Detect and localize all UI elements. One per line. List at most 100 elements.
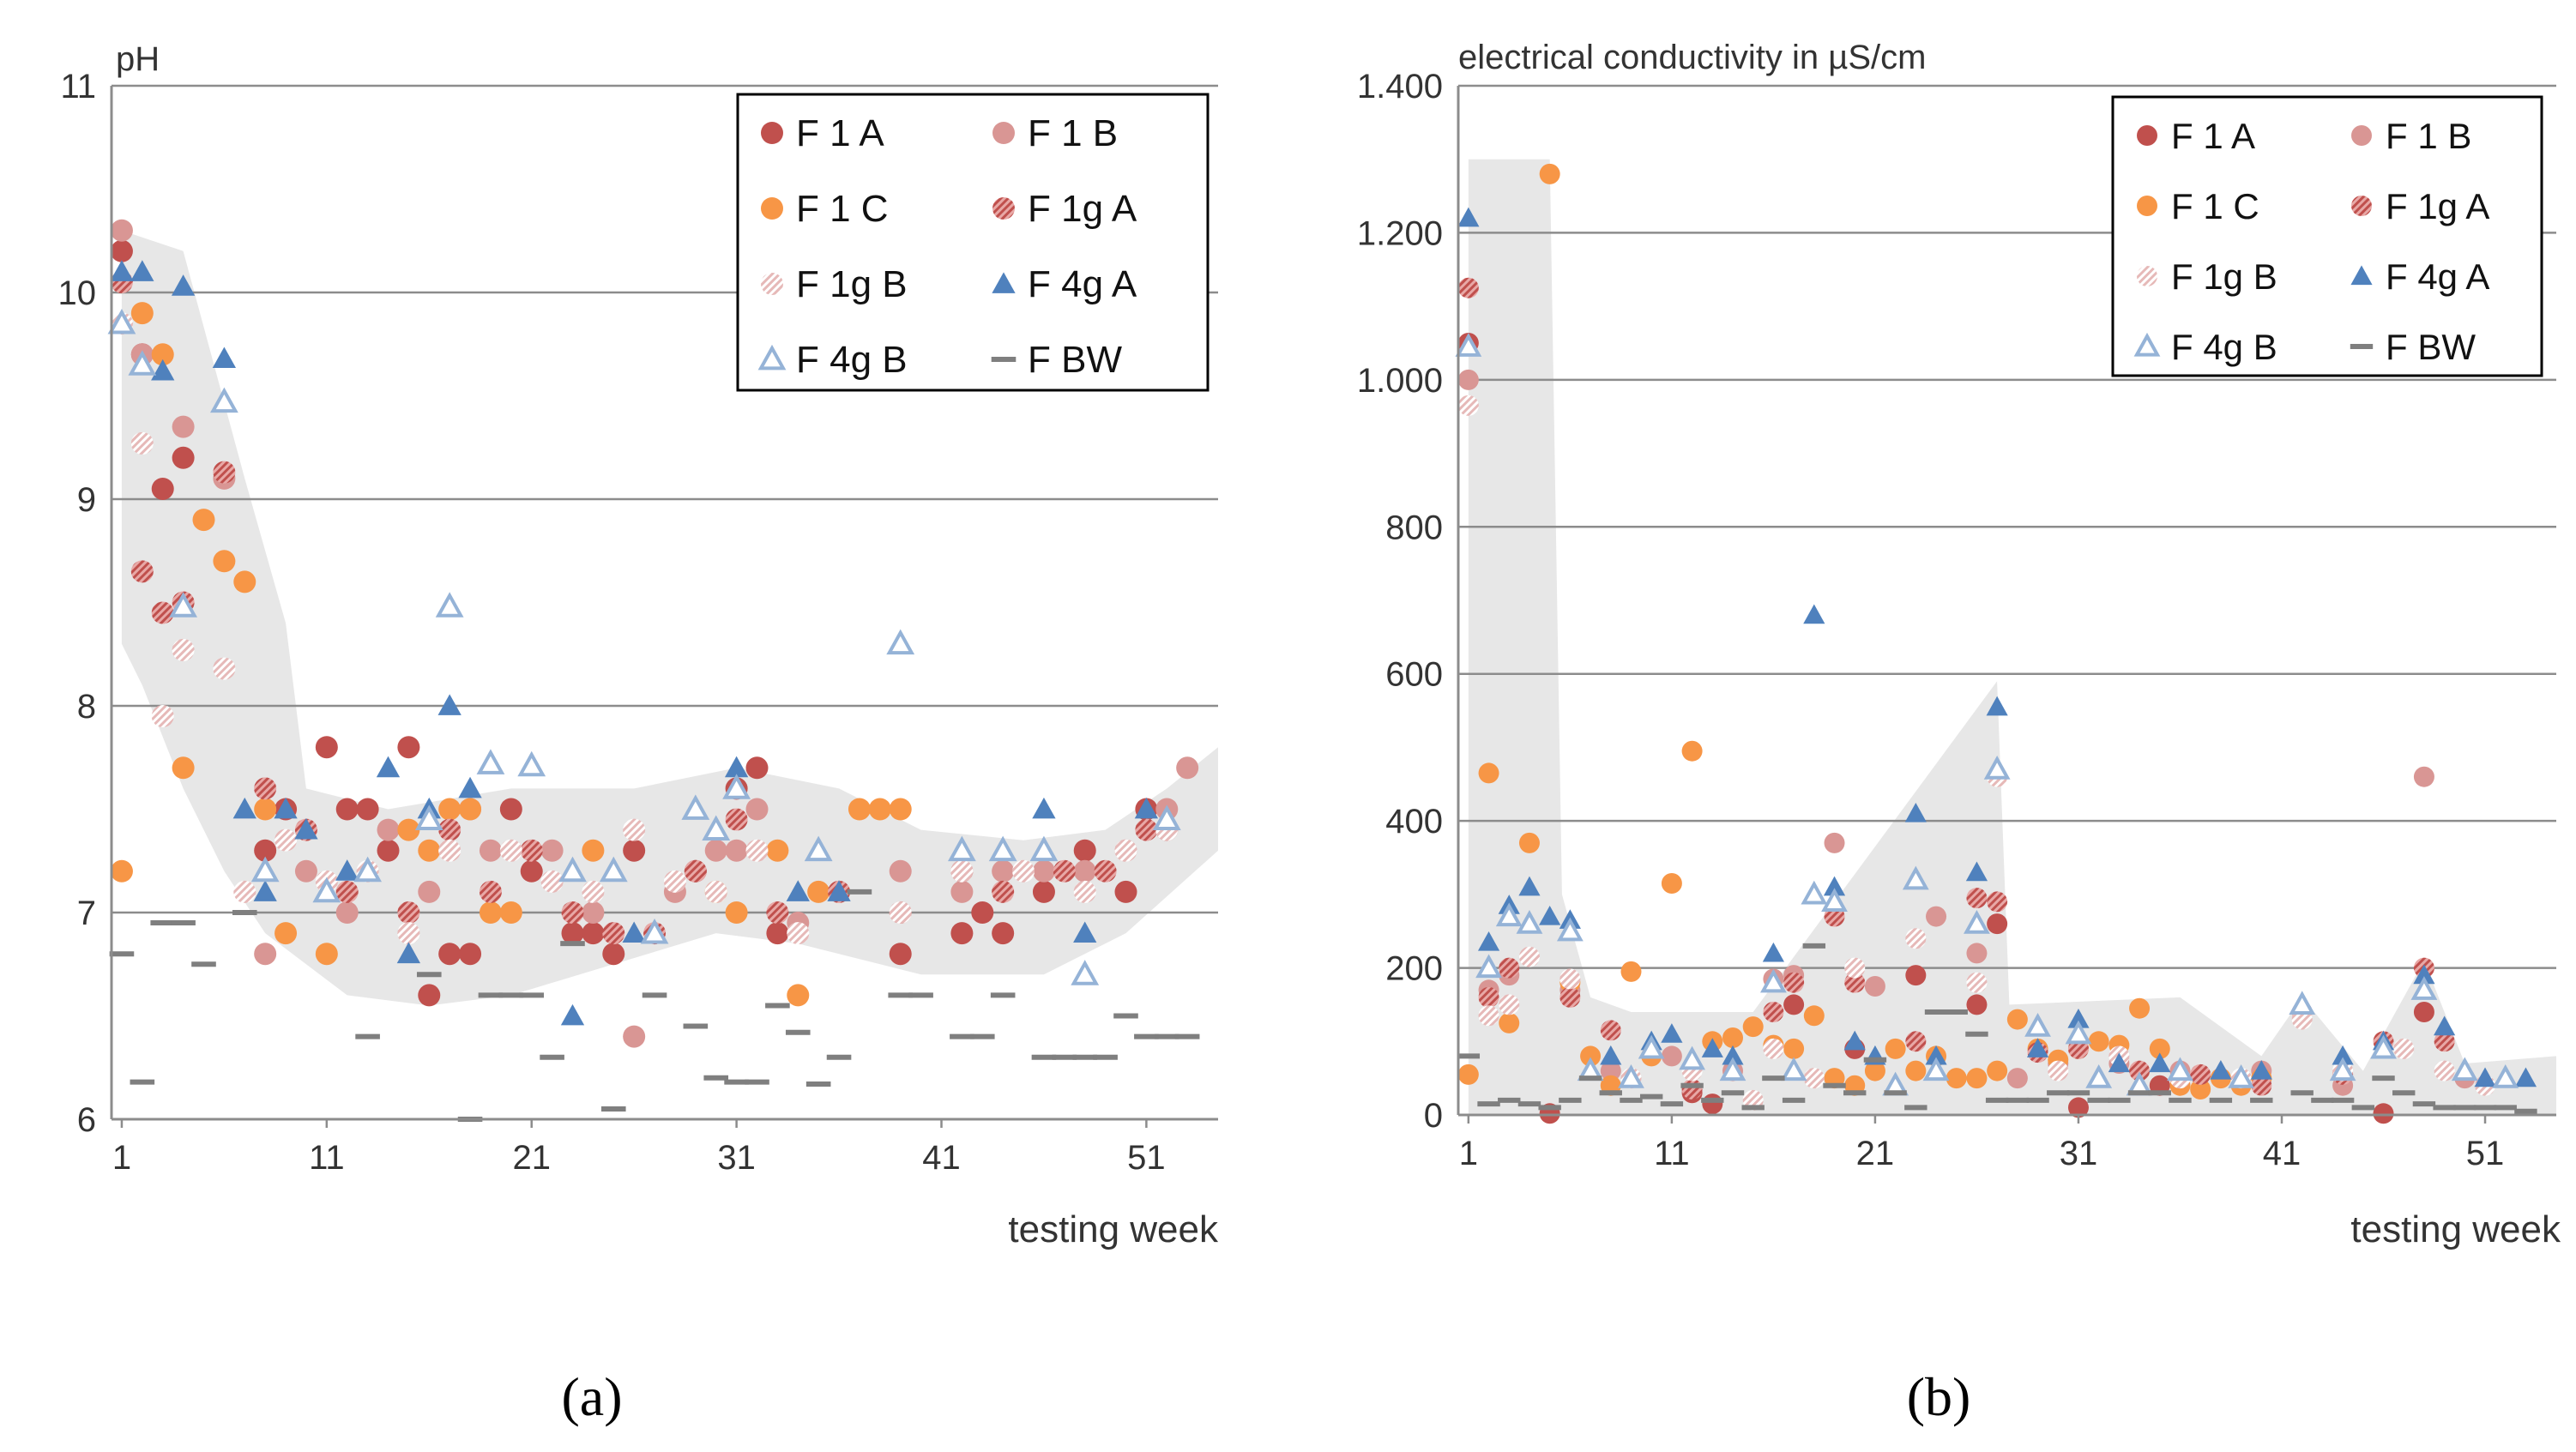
x-tick-label: 21 [512,1139,551,1177]
f-4g-b-point [1029,835,1059,862]
f-1g-b-point [274,828,298,852]
f-4g-a-point [2067,1008,2090,1028]
legend-marker [2137,125,2157,146]
f-1-a-point [110,239,133,262]
f-1g-a-point [2190,1063,2211,1085]
legend: F 1 A F 1 B F 1 C F 1g A F 1g B F 4g A F 4g B F… [2111,95,2543,377]
f-1g-a-point [213,461,236,484]
range-band [121,230,1218,1006]
f-1-b-point [377,818,400,841]
f-1g-b-point [1966,972,1988,993]
f-1g-a-point [684,859,707,883]
f-1-c-point [1661,873,1682,894]
f-1-c-point [2006,1009,2028,1030]
f-1-a-point [1966,994,1988,1015]
f-1-a-point [766,922,789,945]
f-4g-b-point [2228,1064,2254,1088]
f-4g-a-point [1701,1038,1723,1057]
f-1g-b-point [397,922,420,945]
f-1-c-point [233,570,256,593]
f-4g-b-point [128,350,157,376]
f-1g-b-point [2434,1060,2455,1081]
f-4g-b-point [2065,1020,2092,1045]
f-4g-a-point [1823,876,1846,896]
f-1-c-point [274,922,298,945]
f-4g-a-point [1762,942,1785,962]
f-1g-b-point [623,818,646,841]
f-1-b-point [1073,859,1096,883]
f-1-a-point [1905,965,1927,986]
f-1g-a-point [1053,859,1076,883]
f-1-a-point [418,984,441,1007]
f-4g-b-point [988,835,1017,862]
f-4g-b-point [599,856,628,883]
f-4g-a-point [1539,905,1561,925]
f-4g-b-point [517,750,546,777]
f-1-a-point [356,798,379,821]
f-1-c-point [1499,1012,1520,1033]
f-1-c-point [418,839,441,862]
f-1g-b-point [1478,1005,1499,1027]
f-1g-b-point [1499,994,1520,1015]
f-1-c-point [725,901,748,924]
f-4g-b-point [804,835,833,862]
f-1-c-point [110,859,133,883]
x-tick-label: 11 [1654,1135,1690,1172]
f-1-b-point [418,880,441,903]
f-4g-a-point [253,880,277,901]
x-tick-labels: 1 11 21 31 41 51 [1459,1115,2504,1172]
f-4g-a-point [171,274,196,296]
f-1g-a-point [1478,986,1499,1008]
y-tick-label: 10 [58,274,97,312]
data-points [107,219,1200,1122]
f-1-c-point [1722,1027,1743,1048]
f-1-c-point [1518,832,1540,853]
f-4g-b-point [2024,1013,2051,1037]
f-1-c-point [213,550,236,573]
f-4g-b-point [947,835,976,862]
f-1-c-point [766,839,789,862]
legend-label: F 1 C [796,188,889,230]
legend-marker [2137,196,2157,216]
legend-box [736,93,1210,392]
f-1g-a-point [766,901,789,924]
f-4g-a-point [2108,1052,2130,1073]
gridlines [1458,84,2556,969]
f-4g-b-point [2410,976,2438,1000]
f-4g-b-point [1475,954,1502,979]
f-1g-b-point [1073,880,1096,903]
f-1-b-point [582,901,605,924]
legend-label: F 1g B [796,263,908,305]
f-4g-b-point [2451,1057,2478,1081]
legend-marker [992,272,1016,293]
f-4g-a-point [151,358,175,381]
f-1g-b-point [1457,395,1479,416]
f-4g-a-point [1986,696,2008,716]
f-4g-a-point [2434,1015,2456,1036]
f-1-a-point [582,922,605,945]
f-1-c-point [2129,997,2151,1019]
f-1g-a-point [992,880,1015,903]
f-4g-b-point [1495,902,1523,927]
y-tick-label: 0 [1424,1097,1443,1135]
f-1-c-point [848,798,871,821]
legend-label: F 1 A [2171,116,2255,156]
f-1-b-point [294,859,317,883]
f-1g-a-point [438,818,462,841]
f-4g-a-point [294,817,318,840]
x-axis-title: testing week [2350,1208,2561,1250]
f-4g-b-point [1964,910,1990,934]
f-1g-b-point [663,870,686,893]
f-1-c-point [1478,762,1499,784]
f-1g-b-point [889,901,912,924]
f-1-c-point [2088,1031,2109,1052]
f-1-a-point [950,922,974,945]
f-4g-a-point [1843,1030,1866,1051]
x-tick-label: 41 [2263,1135,2302,1172]
f-4g-b-point [1760,968,1787,993]
f-1g-b-point [1012,859,1035,883]
f-1-a-point [561,922,584,945]
panel-caption: (b) [1907,1366,1971,1427]
